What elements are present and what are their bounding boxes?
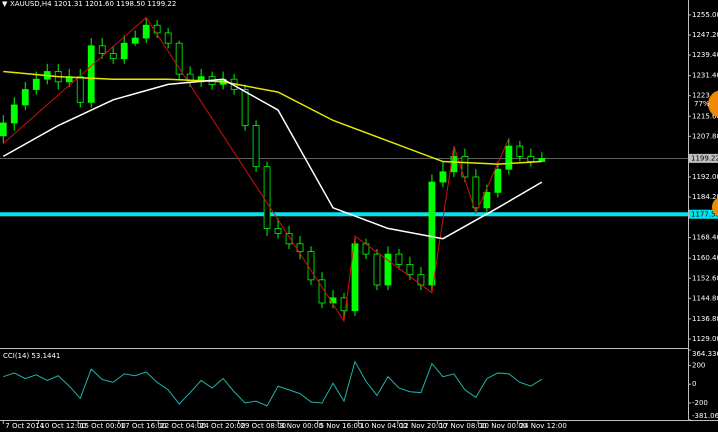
x-tick-label: 10 Nov 04:00 bbox=[360, 422, 407, 430]
x-tick-label: 20 Nov 00:00 bbox=[480, 422, 527, 430]
cci-y-tick-label: 200 bbox=[692, 361, 705, 369]
y-tick-label: 1192.00 bbox=[692, 173, 718, 181]
candle-body bbox=[494, 168, 502, 193]
candle-body bbox=[241, 89, 249, 126]
candle-body bbox=[285, 233, 293, 245]
candle-body bbox=[472, 176, 480, 209]
candle-body bbox=[175, 42, 183, 75]
x-tick-label: 24 Nov 12:00 bbox=[520, 422, 567, 430]
candle-body bbox=[516, 145, 524, 157]
y-tick-label: 1184.20 bbox=[692, 193, 718, 201]
candle-body bbox=[142, 24, 150, 39]
x-tick-label: 17 Nov 08:00 bbox=[439, 422, 486, 430]
y-tick-label: 1247.20 bbox=[692, 31, 718, 39]
chart-title: XAUUSD,H4 1201.31 1201.60 1198.50 1199.2… bbox=[10, 0, 176, 8]
y-tick-label: 1239.40 bbox=[692, 51, 718, 59]
header-arrow: ▼ bbox=[2, 0, 8, 8]
zigzag-line bbox=[2, 16, 510, 323]
candle-body bbox=[296, 243, 304, 252]
candle-body bbox=[395, 253, 403, 265]
x-tick-label: 5 Nov 16:00 bbox=[320, 422, 363, 430]
badge-label: 77% bbox=[694, 100, 710, 108]
y-tick-label: 1231.40 bbox=[692, 72, 718, 80]
candle-body bbox=[164, 32, 172, 44]
candle-body bbox=[76, 76, 84, 103]
level-label-box bbox=[689, 209, 718, 219]
candle-body bbox=[10, 104, 18, 124]
candle-body bbox=[373, 253, 381, 286]
price-label-box bbox=[689, 153, 718, 163]
candle-body bbox=[0, 122, 7, 137]
moving-average bbox=[3, 70, 542, 165]
candle-body bbox=[307, 251, 315, 281]
x-tick-label: 12 Nov 20:00 bbox=[400, 422, 447, 430]
candle-body bbox=[252, 125, 260, 168]
level-label: 1177.50 bbox=[691, 210, 718, 218]
candle-body bbox=[98, 45, 106, 54]
candle-body bbox=[87, 45, 95, 103]
price-label: 1199.22 bbox=[691, 154, 718, 162]
y-tick-label: 1223.60 bbox=[692, 92, 718, 100]
side-circle bbox=[712, 197, 718, 217]
x-tick-label: 15 Oct 00:00 bbox=[80, 422, 126, 430]
x-tick-label: 22 Oct 04:00 bbox=[160, 422, 206, 430]
candle-body bbox=[109, 53, 117, 60]
y-tick-label: 1207.80 bbox=[692, 132, 718, 140]
cci-line bbox=[3, 360, 543, 407]
y-tick-label: 1215.60 bbox=[692, 112, 718, 120]
candle-body bbox=[483, 191, 491, 209]
x-tick-label: 3 Nov 00:00 bbox=[280, 422, 323, 430]
y-tick-label: 1144.80 bbox=[692, 294, 718, 302]
candle-body bbox=[461, 155, 469, 178]
candle-body bbox=[428, 181, 436, 286]
x-tick-label: 29 Oct 08:00 bbox=[240, 422, 286, 430]
cci-y-tick-label: 364.3364 bbox=[692, 350, 718, 358]
candle-body bbox=[263, 166, 271, 229]
candle-body bbox=[274, 227, 282, 234]
candle-body bbox=[527, 155, 535, 162]
y-tick-label: 1129.00 bbox=[692, 335, 718, 343]
candle-body bbox=[505, 145, 513, 170]
cci-y-tick-label: -381.0637 bbox=[692, 412, 718, 420]
y-tick-label: 1152.60 bbox=[692, 274, 718, 282]
candle-body bbox=[21, 89, 29, 106]
candle-body bbox=[351, 243, 359, 312]
x-tick-label: 10 Oct 12:00 bbox=[40, 422, 86, 430]
x-tick-label: 7 Oct 2014 bbox=[5, 422, 44, 430]
y-tick-label: 1160.40 bbox=[692, 254, 718, 262]
candle-body bbox=[384, 253, 392, 286]
candle-body bbox=[131, 37, 139, 44]
y-tick-label: 1136.80 bbox=[692, 315, 718, 323]
candle-body bbox=[439, 171, 447, 183]
cci-title: CCI(14) 53.1441 bbox=[3, 352, 60, 360]
moving-average bbox=[2, 78, 543, 240]
cci-y-tick-label: -200 bbox=[692, 399, 708, 407]
cci-y-tick-label: 0 bbox=[692, 380, 696, 388]
y-tick-label: 1168.40 bbox=[692, 234, 718, 242]
candle-body bbox=[340, 297, 348, 312]
candle-body bbox=[32, 78, 40, 90]
x-tick-label: 24 Oct 20:00 bbox=[200, 422, 246, 430]
candle-body bbox=[120, 42, 128, 60]
badge-circle bbox=[708, 90, 718, 118]
x-tick-label: 17 Oct 16:00 bbox=[121, 422, 167, 430]
y-tick-label: 1255.00 bbox=[692, 11, 718, 19]
candle-body bbox=[406, 264, 414, 276]
